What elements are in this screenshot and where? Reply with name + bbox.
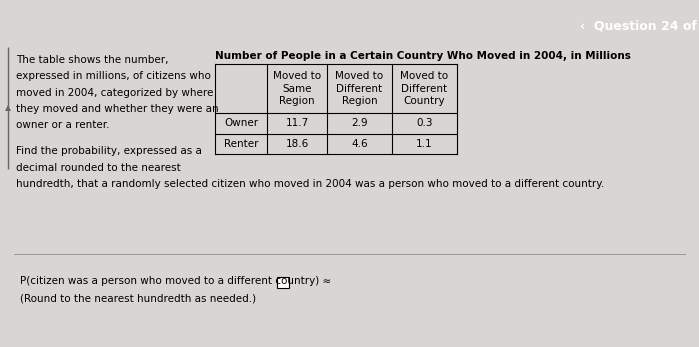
Bar bbox=[277, 277, 289, 288]
Text: P(citizen was a person who moved to a different country) ≈: P(citizen was a person who moved to a di… bbox=[20, 276, 335, 286]
Text: 11.7: 11.7 bbox=[285, 118, 309, 128]
Text: owner or a renter.: owner or a renter. bbox=[16, 120, 110, 130]
Text: decimal rounded to the nearest: decimal rounded to the nearest bbox=[16, 163, 181, 173]
Text: 1.1: 1.1 bbox=[416, 139, 433, 149]
Text: Owner: Owner bbox=[224, 118, 258, 128]
Text: Moved to
Different
Country: Moved to Different Country bbox=[401, 71, 449, 106]
Text: 0.3: 0.3 bbox=[416, 118, 433, 128]
Text: expressed in millions, of citizens who: expressed in millions, of citizens who bbox=[16, 71, 211, 81]
Text: Moved to
Different
Region: Moved to Different Region bbox=[336, 71, 384, 106]
Text: Moved to
Same
Region: Moved to Same Region bbox=[273, 71, 321, 106]
Text: Renter: Renter bbox=[224, 139, 258, 149]
Text: hundredth, that a randomly selected citizen who moved in 2004 was a person who m: hundredth, that a randomly selected citi… bbox=[16, 179, 604, 189]
Text: Number of People in a Certain Country Who Moved in 2004, in Millions: Number of People in a Certain Country Wh… bbox=[215, 51, 631, 61]
Text: 18.6: 18.6 bbox=[285, 139, 309, 149]
Text: ‹  Question 24 of 40: ‹ Question 24 of 40 bbox=[580, 19, 699, 32]
Text: 4.6: 4.6 bbox=[351, 139, 368, 149]
Text: they moved and whether they were an: they moved and whether they were an bbox=[16, 104, 219, 114]
Text: Find the probability, expressed as a: Find the probability, expressed as a bbox=[16, 146, 202, 156]
Text: moved in 2004, categorized by where: moved in 2004, categorized by where bbox=[16, 88, 213, 98]
Text: The table shows the number,: The table shows the number, bbox=[16, 55, 168, 65]
Text: (Round to the nearest hundredth as needed.): (Round to the nearest hundredth as neede… bbox=[20, 293, 256, 303]
Text: 2.9: 2.9 bbox=[351, 118, 368, 128]
